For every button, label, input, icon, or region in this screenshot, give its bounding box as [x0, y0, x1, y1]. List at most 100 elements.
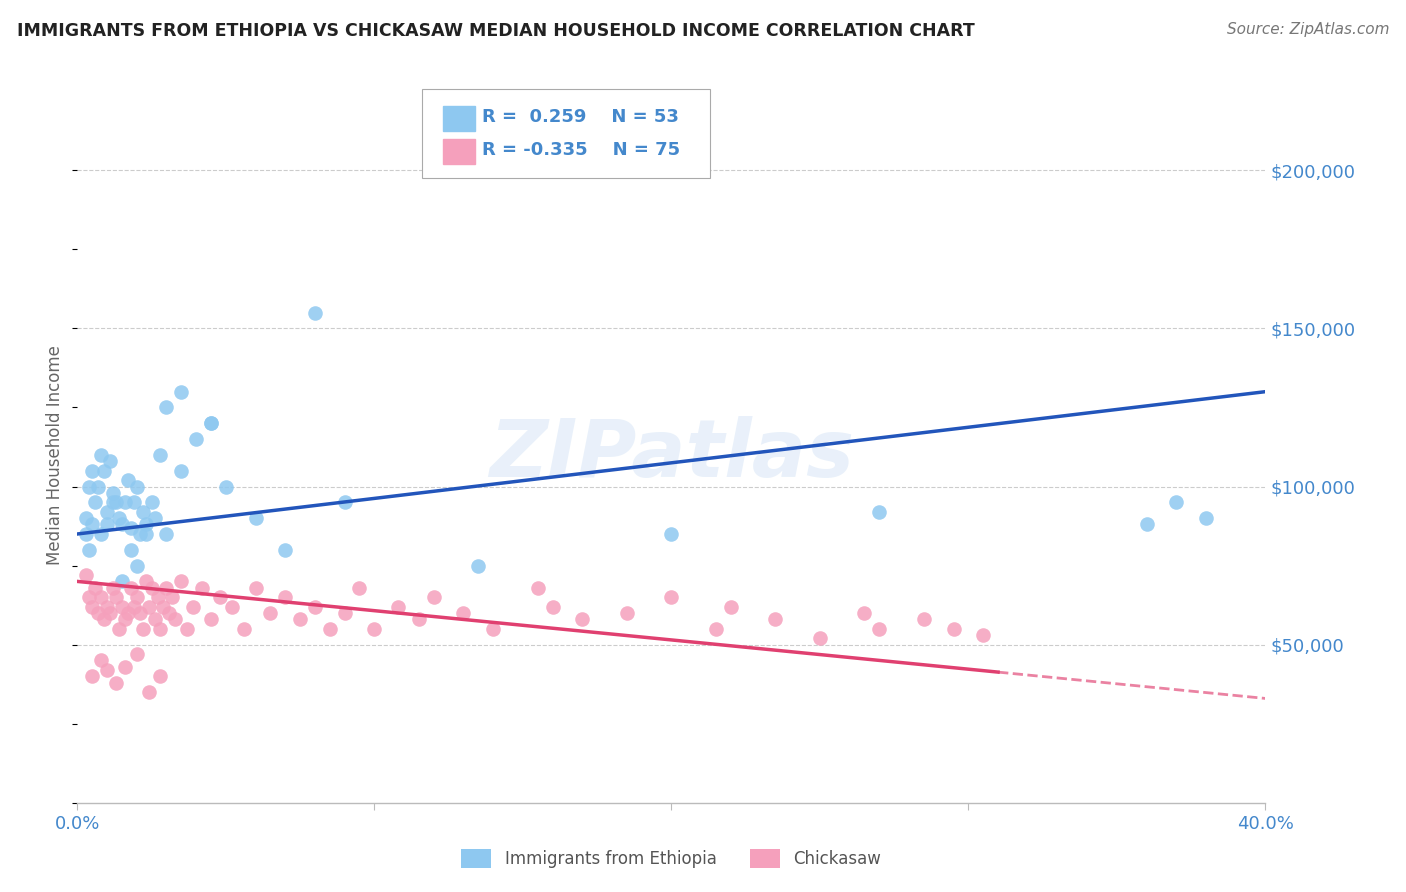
Point [333, 495, 356, 509]
Point [84, 495, 107, 509]
Point [101, 486, 124, 500]
Point [363, 622, 385, 636]
Point [853, 606, 876, 620]
Point [77, 591, 100, 605]
Point [1136, 517, 1159, 532]
Point [232, 622, 254, 636]
Point [200, 417, 222, 431]
Point [108, 622, 131, 636]
Point [101, 581, 124, 595]
Point [155, 581, 177, 595]
Point [200, 612, 222, 626]
Point [104, 675, 127, 690]
Point [143, 612, 166, 626]
Text: ZIPatlas: ZIPatlas [489, 416, 853, 494]
Point [349, 581, 371, 595]
Point [104, 495, 127, 509]
Point [96, 599, 118, 614]
Point [90, 448, 112, 462]
Point [131, 622, 153, 636]
Point [87, 606, 110, 620]
Point [82, 517, 104, 532]
Point [82, 669, 104, 683]
Point [288, 612, 311, 626]
Point [165, 612, 187, 626]
Point [176, 622, 198, 636]
Point [117, 473, 139, 487]
Text: Source: ZipAtlas.com: Source: ZipAtlas.com [1226, 22, 1389, 37]
Point [93, 612, 115, 626]
Point [108, 511, 131, 525]
Point [111, 517, 134, 532]
Point [101, 495, 124, 509]
Point [616, 606, 638, 620]
Point [274, 591, 297, 605]
Point [96, 517, 118, 532]
Point [408, 612, 430, 626]
Point [1195, 511, 1218, 525]
Point [131, 505, 153, 519]
Point [162, 591, 184, 605]
Point [170, 384, 193, 399]
Point [571, 612, 593, 626]
Point [304, 305, 326, 319]
Point [75, 527, 97, 541]
Point [149, 669, 172, 683]
Point [117, 606, 139, 620]
Point [467, 558, 489, 573]
Point [77, 479, 100, 493]
Point [75, 568, 97, 582]
Point [661, 591, 683, 605]
Point [122, 495, 145, 509]
Point [245, 511, 267, 525]
Point [135, 527, 157, 541]
Point [114, 660, 136, 674]
Point [146, 591, 169, 605]
Point [482, 622, 505, 636]
Point [423, 591, 446, 605]
Point [125, 647, 148, 661]
Point [90, 591, 112, 605]
Y-axis label: Median Household Income: Median Household Income [46, 345, 65, 565]
Point [387, 599, 409, 614]
Text: IMMIGRANTS FROM ETHIOPIA VS CHICKASAW MEDIAN HOUSEHOLD INCOME CORRELATION CHART: IMMIGRANTS FROM ETHIOPIA VS CHICKASAW ME… [17, 22, 974, 40]
Point [93, 464, 115, 478]
Point [77, 542, 100, 557]
Point [170, 574, 193, 589]
Point [82, 599, 104, 614]
Point [208, 591, 231, 605]
Point [571, 116, 593, 130]
Point [170, 464, 193, 478]
Point [200, 417, 222, 431]
Point [259, 606, 281, 620]
Point [141, 495, 163, 509]
Point [84, 581, 107, 595]
Point [135, 517, 157, 532]
Point [221, 599, 243, 614]
Point [274, 542, 297, 557]
Point [972, 628, 994, 642]
Point [304, 599, 326, 614]
Point [120, 542, 142, 557]
Point [149, 448, 172, 462]
Point [87, 479, 110, 493]
Point [98, 454, 121, 468]
Point [104, 591, 127, 605]
Point [128, 606, 150, 620]
Point [333, 606, 356, 620]
Point [155, 527, 177, 541]
Point [245, 581, 267, 595]
Point [541, 599, 564, 614]
Point [143, 511, 166, 525]
Point [720, 599, 742, 614]
Point [111, 574, 134, 589]
Point [868, 505, 890, 519]
Point [120, 581, 142, 595]
Point [90, 653, 112, 667]
Text: R = -0.335    N = 75: R = -0.335 N = 75 [482, 141, 681, 159]
Point [661, 527, 683, 541]
Point [75, 511, 97, 525]
Point [763, 612, 786, 626]
Point [704, 622, 727, 636]
Point [453, 606, 475, 620]
